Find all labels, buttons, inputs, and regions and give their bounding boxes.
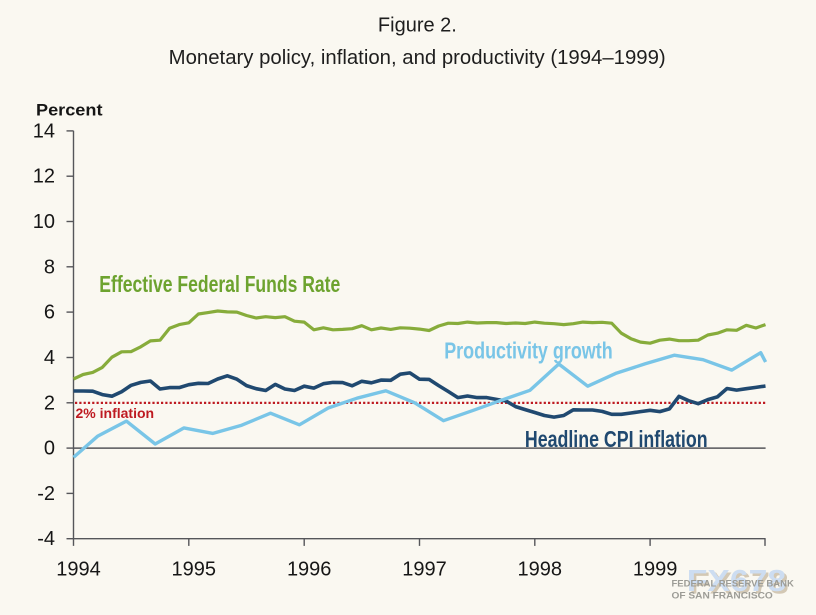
svg-text:Productivity growth: Productivity growth (444, 337, 613, 363)
svg-text:4: 4 (44, 347, 55, 369)
svg-text:FX678: FX678 (687, 563, 786, 598)
svg-text:0: 0 (44, 438, 55, 460)
svg-text:OF SAN FRANCISCO: OF SAN FRANCISCO (672, 590, 773, 601)
svg-text:FX678: FX678 (689, 566, 788, 601)
svg-text:1998: 1998 (518, 559, 563, 581)
svg-text:Effective Federal Funds Rate: Effective Federal Funds Rate (99, 271, 340, 297)
svg-text:Percent: Percent (36, 101, 103, 120)
svg-text:1997: 1997 (402, 559, 447, 581)
svg-text:FEDERAL RESERVE BANK: FEDERAL RESERVE BANK (672, 579, 794, 590)
svg-text:-4: -4 (37, 528, 55, 550)
svg-text:1999: 1999 (633, 559, 678, 581)
svg-text:1996: 1996 (287, 559, 332, 581)
svg-text:Headline CPI inflation: Headline CPI inflation (525, 426, 708, 452)
svg-text:1994: 1994 (56, 559, 101, 581)
svg-text:10: 10 (33, 211, 55, 233)
svg-text:2% inflation: 2% inflation (76, 405, 155, 421)
svg-text:Figure 2.: Figure 2. (378, 15, 457, 37)
svg-text:8: 8 (44, 256, 55, 278)
svg-text:6: 6 (44, 302, 55, 324)
svg-text:Monetary policy, inflation, an: Monetary policy, inflation, and producti… (169, 47, 666, 69)
svg-text:1995: 1995 (172, 559, 217, 581)
svg-text:2: 2 (44, 392, 55, 414)
svg-text:14: 14 (33, 120, 55, 142)
svg-text:12: 12 (33, 166, 55, 188)
svg-text:-2: -2 (37, 483, 55, 505)
